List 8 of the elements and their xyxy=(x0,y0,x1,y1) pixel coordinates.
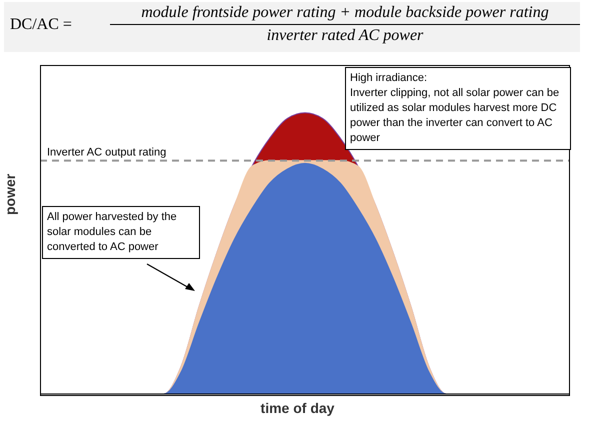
y-axis-title: power xyxy=(2,172,18,215)
x-axis-title: time of day xyxy=(260,400,336,416)
chart-subtitle: module frontside power rating + module backside power rating xyxy=(110,4,580,25)
text: inverter rated AC power xyxy=(266,26,424,45)
annotation: All power harvested by the solar modules can be converted to AC power xyxy=(42,206,200,259)
annotation: High irradiance: Inverter clipping, not all solar power can be utilized as solar modules harvest more DC power than the inverter can convert to AC power xyxy=(345,67,571,150)
ref-line-label: Inverter AC output rating xyxy=(47,146,166,159)
chart-title: DC/AC = xyxy=(10,16,72,34)
